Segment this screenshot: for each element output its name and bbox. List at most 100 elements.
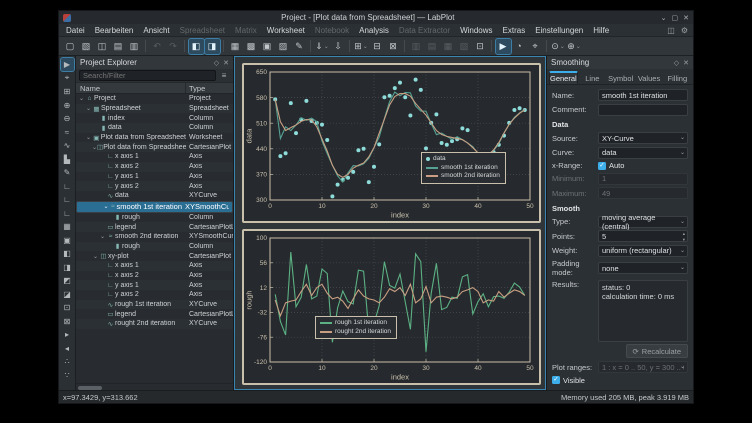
tool-plot-area-icon[interactable]: ⊡ — [61, 301, 74, 314]
points-spinner[interactable]: 5 ▴▾ — [598, 230, 688, 242]
column-header-name[interactable]: Name — [76, 83, 186, 93]
type-select[interactable]: moving average (central)⌄ — [598, 216, 688, 228]
tree-row[interactable]: ∿rough 1st iterationXYCurve — [76, 300, 233, 310]
worksheet-view[interactable]: 01020304050300370440510580650indexdatada… — [234, 56, 546, 390]
add-image-icon[interactable]: ⊠ — [386, 39, 401, 54]
import-sql-icon[interactable]: ⇩ — [331, 39, 346, 54]
tool-select-icon[interactable]: ▶ — [61, 58, 74, 71]
minimize-icon[interactable]: ⌄ — [661, 14, 667, 22]
tree-row[interactable]: ⌄▣Plot data from SpreadsheetWorksheet — [76, 133, 233, 143]
new-spreadsheet-icon[interactable]: ▩ — [244, 39, 259, 54]
tree-row[interactable]: ∿rought 2nd iterationXYCurve — [76, 319, 233, 329]
add-text-icon[interactable]: ⊟ — [370, 39, 385, 54]
plot-rough[interactable]: 01020304050-120-76-321256100indexroughro… — [242, 229, 541, 385]
tool-spreadsheet-icon[interactable]: ▦ — [61, 220, 74, 233]
new-matrix-icon[interactable]: ▣ — [260, 39, 275, 54]
break-layout-icon[interactable]: ▧ — [457, 39, 472, 54]
expander-icon[interactable]: ⌄ — [85, 105, 92, 112]
spinner-arrows-icon[interactable]: ▴▾ — [683, 231, 685, 242]
tree-horizontal-scrollbar[interactable] — [76, 383, 233, 390]
tool-worksheet-icon[interactable]: ▣ — [61, 234, 74, 247]
tab-line[interactable]: Line — [579, 71, 606, 84]
filter-options-icon[interactable]: ≡ — [218, 70, 230, 81]
import-file-icon[interactable]: ⇓⌄ — [315, 39, 330, 54]
zoom-select-mode-icon[interactable]: ⌖ — [528, 39, 543, 54]
tree-row[interactable]: ∟y axis 2Axis — [76, 181, 233, 191]
horizontal-layout-icon[interactable]: ▤ — [425, 39, 440, 54]
tab-values[interactable]: Values — [635, 71, 662, 84]
tool-legend-icon[interactable]: ⊠ — [61, 315, 74, 328]
tree-row[interactable]: ▮roughColumn — [76, 213, 233, 223]
recalculate-button[interactable]: ⟳ Recalculate — [626, 344, 689, 358]
tree-row[interactable]: ⌄◫xy-plotCartesianPlot — [76, 251, 233, 261]
float-panel-icon[interactable]: ◇ — [214, 59, 219, 67]
tool-layout-bottom-icon[interactable]: ◪ — [61, 288, 74, 301]
tree-row[interactable]: ▮roughColumn — [76, 242, 233, 252]
tree-row[interactable]: ∟x axis 1Axis — [76, 261, 233, 271]
toggle-properties-dock-icon[interactable]: ◨ — [205, 39, 220, 54]
float-dock-icon[interactable]: ◇ — [674, 59, 679, 67]
tree-header[interactable]: Name Type — [76, 82, 233, 94]
auto-checkbox[interactable]: ✓ — [598, 162, 606, 170]
smoothing-dock-titlebar[interactable]: Smoothing ◇ ✕ — [547, 56, 693, 69]
configure-icon[interactable]: ⚙ — [678, 26, 691, 35]
tree-row[interactable]: ⌄◫Plot data from SpreadsheetCartesianPlo… — [76, 142, 233, 152]
tool-forward-icon[interactable]: ▸ — [61, 328, 74, 341]
source-select[interactable]: XY-Curve⌄ — [598, 132, 688, 144]
tree-row[interactable]: ⌄≈smooth 2nd iterationXYSmoothCurve — [76, 232, 233, 242]
tool-zoom-icon[interactable]: ⊞ — [61, 85, 74, 98]
visible-checkbox[interactable]: ✓ — [552, 376, 560, 384]
tree-row[interactable]: ∟y axis 1Axis — [76, 280, 233, 290]
tree-row[interactable]: ⌄⌂ProjectProject — [76, 94, 233, 104]
close-icon[interactable]: ✕ — [683, 14, 689, 22]
tree-row[interactable]: ⌄▦SpreadsheetSpreadsheet — [76, 104, 233, 114]
tool-axis-vertical-icon[interactable]: ∟ — [61, 193, 74, 206]
close-panel-icon[interactable]: ✕ — [223, 59, 229, 67]
tab-filling[interactable]: Filling — [664, 71, 691, 84]
print-preview-icon[interactable]: ▥ — [127, 39, 142, 54]
tool-layout-left-icon[interactable]: ◧ — [61, 247, 74, 260]
print-icon[interactable]: ▤ — [111, 39, 126, 54]
plot-legend[interactable]: rough 1st iterationrought 2nd iteration — [315, 316, 397, 339]
dock-options-icon[interactable]: ◫ — [664, 26, 678, 35]
tree-row[interactable]: ▮indexColumn — [76, 113, 233, 123]
expander-icon[interactable]: ⌄ — [92, 253, 99, 260]
tool-back-icon[interactable]: ◂ — [61, 342, 74, 355]
column-header-type[interactable]: Type — [186, 83, 233, 93]
menu-einstellungen[interactable]: Einstellungen — [530, 26, 588, 35]
menu-bearbeiten[interactable]: Bearbeiten — [90, 26, 139, 35]
tool-zoom-out-icon[interactable]: ⊖ — [61, 112, 74, 125]
expander-icon[interactable]: ⌄ — [78, 95, 85, 102]
add-plot-icon[interactable]: ⊞⌄ — [354, 39, 369, 54]
menu-worksheet[interactable]: Worksheet — [262, 26, 310, 35]
new-note-icon[interactable]: ✎ — [292, 39, 307, 54]
zoom-icon[interactable]: ⊙⌄ — [551, 39, 566, 54]
expander-icon[interactable]: ⌄ — [85, 134, 92, 141]
navigate-mode-icon[interactable]: ◔ — [512, 39, 527, 54]
plot-legend[interactable]: datasmooth 1st iterationsmooth 2nd itera… — [421, 152, 506, 184]
tree-row[interactable]: ∟x axis 1Axis — [76, 152, 233, 162]
tree-row[interactable]: ▭legendCartesianPlotLegend — [76, 222, 233, 232]
toggle-project-explorer-icon[interactable]: ◧ — [189, 39, 204, 54]
expander-icon[interactable]: ⌄ — [99, 233, 106, 240]
tool-layout-right-icon[interactable]: ◨ — [61, 261, 74, 274]
tree-row[interactable]: ∿dataXYCurve — [76, 191, 233, 201]
new-workbook-icon[interactable]: ▦ — [228, 39, 243, 54]
tree-row[interactable]: ∟y axis 1Axis — [76, 172, 233, 182]
tool-draw-icon[interactable]: ✎ — [61, 166, 74, 179]
scrollbar-thumb[interactable] — [78, 386, 102, 390]
tool-zoom-in-icon[interactable]: ⊕ — [61, 99, 74, 112]
tool-axis-horizontal-icon[interactable]: ∟ — [61, 180, 74, 193]
tree-row[interactable]: ▮dataColumn — [76, 123, 233, 133]
maximize-icon[interactable]: ▢ — [672, 14, 679, 22]
new-worksheet-icon[interactable]: ▨ — [276, 39, 291, 54]
tab-symbol[interactable]: Symbol — [607, 71, 634, 84]
menu-hilfe[interactable]: Hilfe — [588, 26, 614, 35]
magnify-icon[interactable]: ⊕⌄ — [567, 39, 582, 54]
save-project-icon[interactable]: ◫ — [95, 39, 110, 54]
comment-field[interactable] — [598, 104, 688, 116]
menu-ansicht[interactable]: Ansicht — [138, 26, 174, 35]
tool-misc-1-icon[interactable]: ∴ — [61, 355, 74, 368]
project-explorer-titlebar[interactable]: Project Explorer ◇ ✕ — [76, 56, 233, 69]
menu-analysis[interactable]: Analysis — [354, 26, 394, 35]
